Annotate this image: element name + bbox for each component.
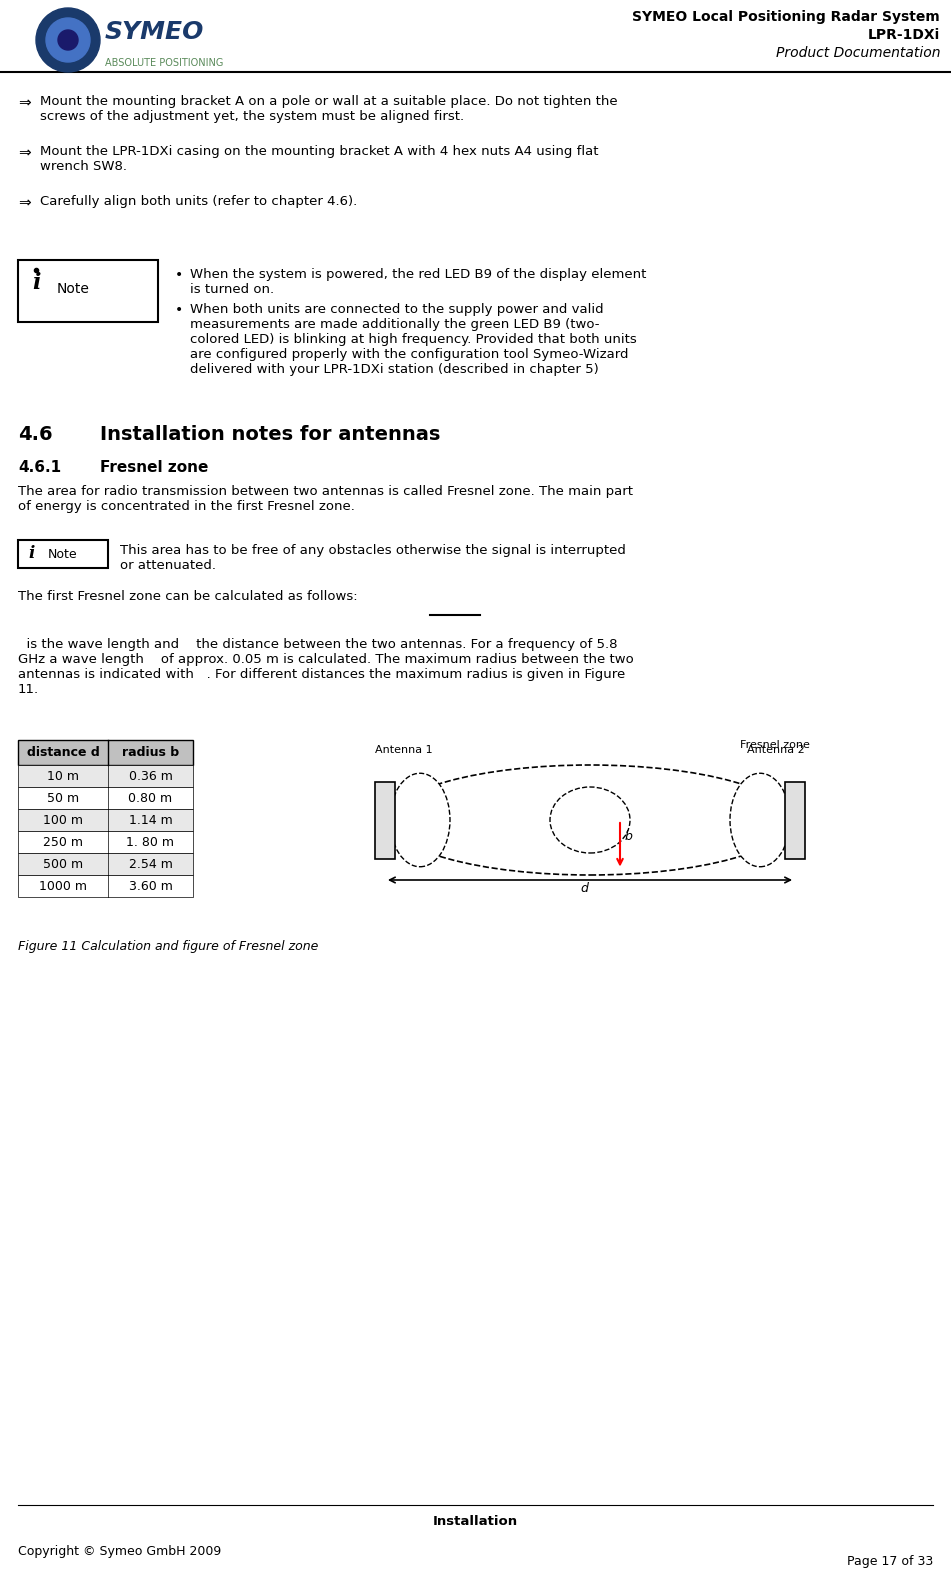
Circle shape xyxy=(46,18,90,62)
Text: i: i xyxy=(31,272,40,295)
Text: 1.14 m: 1.14 m xyxy=(128,814,172,827)
Text: 4.6: 4.6 xyxy=(18,425,52,444)
Text: 100 m: 100 m xyxy=(43,814,83,827)
FancyBboxPatch shape xyxy=(18,875,193,897)
Text: This area has to be free of any obstacles otherwise the signal is interrupted
or: This area has to be free of any obstacle… xyxy=(120,543,626,572)
Text: ABSOLUTE POSITIONING: ABSOLUTE POSITIONING xyxy=(105,57,223,68)
Text: •: • xyxy=(175,268,184,282)
Ellipse shape xyxy=(390,765,790,875)
Text: SYMEO Local Positioning Radar System: SYMEO Local Positioning Radar System xyxy=(632,10,940,24)
Text: 500 m: 500 m xyxy=(43,857,83,870)
Ellipse shape xyxy=(550,787,630,852)
FancyBboxPatch shape xyxy=(375,782,395,859)
Text: Product Documentation: Product Documentation xyxy=(775,46,940,61)
Text: When the system is powered, the red LED B9 of the display element
is turned on.: When the system is powered, the red LED … xyxy=(190,268,647,296)
Text: Page 17 of 33: Page 17 of 33 xyxy=(846,1555,933,1568)
Text: Installation notes for antennas: Installation notes for antennas xyxy=(100,425,440,444)
Text: 2.54 m: 2.54 m xyxy=(128,857,172,870)
Text: The area for radio transmission between two antennas is called Fresnel zone. The: The area for radio transmission between … xyxy=(18,484,633,513)
Text: 3.60 m: 3.60 m xyxy=(128,879,172,892)
Text: Mount the mounting bracket A on a pole or wall at a suitable place. Do not tight: Mount the mounting bracket A on a pole o… xyxy=(40,96,617,123)
Text: distance d: distance d xyxy=(27,746,99,758)
Text: ⇒: ⇒ xyxy=(18,96,30,110)
Text: Carefully align both units (refer to chapter 4.6).: Carefully align both units (refer to cha… xyxy=(40,194,358,209)
FancyBboxPatch shape xyxy=(18,765,193,787)
Text: Antenna 2: Antenna 2 xyxy=(747,746,805,755)
Text: ⇒: ⇒ xyxy=(18,194,30,210)
Text: Copyright © Symeo GmbH 2009: Copyright © Symeo GmbH 2009 xyxy=(18,1545,222,1558)
Circle shape xyxy=(36,8,100,72)
Text: Installation: Installation xyxy=(433,1515,517,1528)
Text: 250 m: 250 m xyxy=(43,835,83,849)
Text: Antenna 1: Antenna 1 xyxy=(375,746,433,755)
Text: Figure 11 Calculation and figure of Fresnel zone: Figure 11 Calculation and figure of Fres… xyxy=(18,940,319,953)
FancyBboxPatch shape xyxy=(18,787,193,809)
Text: i: i xyxy=(29,545,35,562)
Text: Note: Note xyxy=(49,548,78,561)
FancyBboxPatch shape xyxy=(18,832,193,852)
FancyBboxPatch shape xyxy=(18,741,193,765)
Text: b: b xyxy=(625,830,632,843)
Text: The first Fresnel zone can be calculated as follows:: The first Fresnel zone can be calculated… xyxy=(18,589,358,604)
Text: Fresnel zone: Fresnel zone xyxy=(740,741,810,750)
Text: 0.80 m: 0.80 m xyxy=(128,792,172,804)
Circle shape xyxy=(58,30,78,49)
Text: 1000 m: 1000 m xyxy=(39,879,87,892)
Text: 50 m: 50 m xyxy=(47,792,79,804)
Text: 0.36 m: 0.36 m xyxy=(128,769,172,782)
FancyBboxPatch shape xyxy=(18,260,158,322)
Text: Note: Note xyxy=(56,282,89,296)
Text: is the wave length and    the distance between the two antennas. For a frequency: is the wave length and the distance betw… xyxy=(18,639,633,696)
FancyBboxPatch shape xyxy=(18,809,193,832)
Ellipse shape xyxy=(730,773,790,867)
FancyBboxPatch shape xyxy=(18,852,193,875)
Text: ⇒: ⇒ xyxy=(18,145,30,159)
Ellipse shape xyxy=(390,773,450,867)
Text: Fresnel zone: Fresnel zone xyxy=(100,460,208,475)
Text: SYMEO: SYMEO xyxy=(105,21,204,45)
Text: LPR-1DXi: LPR-1DXi xyxy=(867,29,940,41)
Text: 1. 80 m: 1. 80 m xyxy=(126,835,174,849)
Text: d: d xyxy=(580,883,588,895)
FancyBboxPatch shape xyxy=(18,540,108,569)
Text: 10 m: 10 m xyxy=(47,769,79,782)
Text: radius b: radius b xyxy=(122,746,179,758)
Text: When both units are connected to the supply power and valid
measurements are mad: When both units are connected to the sup… xyxy=(190,303,637,376)
FancyBboxPatch shape xyxy=(785,782,805,859)
Text: 4.6.1: 4.6.1 xyxy=(18,460,61,475)
Text: •: • xyxy=(175,303,184,317)
Text: Mount the LPR-1DXi casing on the mounting bracket A with 4 hex nuts A4 using fla: Mount the LPR-1DXi casing on the mountin… xyxy=(40,145,598,174)
